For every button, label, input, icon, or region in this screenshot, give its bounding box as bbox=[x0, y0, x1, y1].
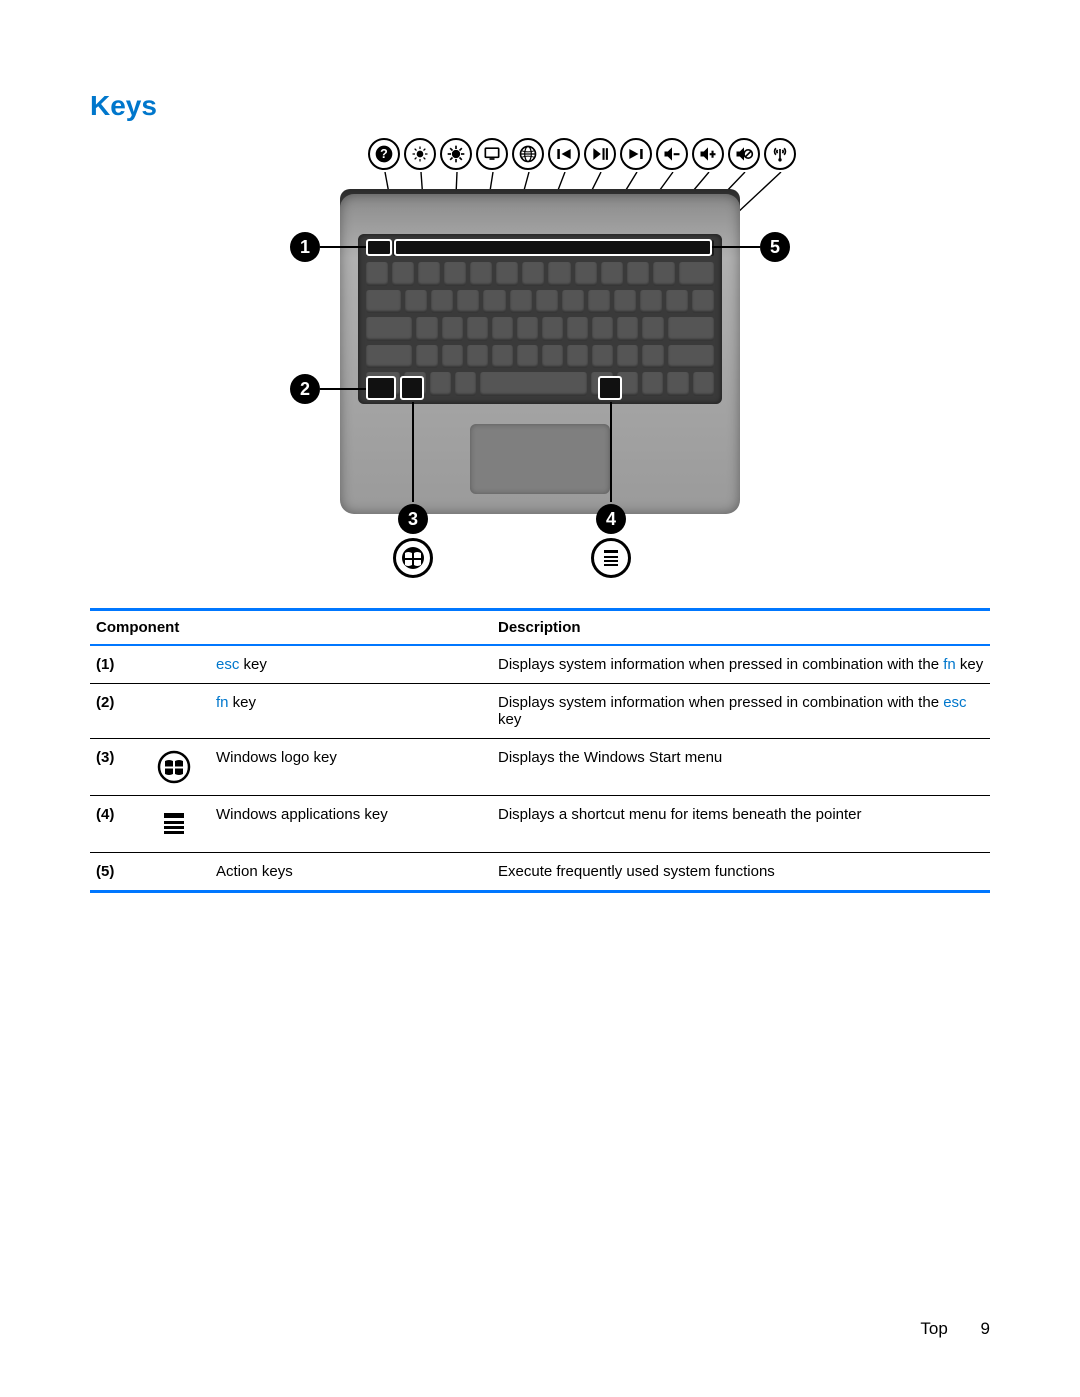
row-number: (2) bbox=[90, 684, 150, 739]
row-number: (4) bbox=[90, 796, 150, 853]
windows-logo-icon bbox=[156, 749, 192, 785]
help-icon: ? bbox=[368, 138, 400, 170]
row-name: Windows applications key bbox=[210, 796, 492, 853]
name-link: fn bbox=[216, 694, 229, 711]
volume-down-icon bbox=[656, 138, 688, 170]
table-row: (4) Windows applications key bbox=[90, 796, 990, 853]
desc-link: esc bbox=[943, 694, 966, 711]
table-header-row: Component Description bbox=[90, 610, 990, 646]
brightness-down-icon bbox=[404, 138, 436, 170]
leader-4 bbox=[610, 402, 612, 502]
footer-section: Top bbox=[920, 1319, 947, 1338]
callout-5: 5 bbox=[760, 232, 790, 262]
row-desc: Execute frequently used system functions bbox=[492, 853, 990, 892]
prev-track-icon bbox=[548, 138, 580, 170]
applications-menu-icon bbox=[156, 806, 192, 842]
name-post: key bbox=[239, 656, 267, 673]
volume-up-icon bbox=[692, 138, 724, 170]
table-row: (1) esc key Displays system information … bbox=[90, 645, 990, 684]
web-icon bbox=[512, 138, 544, 170]
applications-menu-icon bbox=[591, 538, 631, 578]
name-pre: Action keys bbox=[216, 863, 293, 880]
display-switch-icon bbox=[476, 138, 508, 170]
touchpad bbox=[470, 424, 610, 494]
name-link: esc bbox=[216, 656, 239, 673]
callout-2: 2 bbox=[290, 374, 320, 404]
keyboard-figure: ? bbox=[280, 134, 800, 584]
svg-text:?: ? bbox=[380, 147, 388, 161]
row-name: Windows logo key bbox=[210, 739, 492, 796]
footer-page-number: 9 bbox=[981, 1319, 990, 1338]
desc-pre: Displays a shortcut menu for items benea… bbox=[498, 806, 862, 823]
row-icon-cell bbox=[150, 853, 210, 892]
table-row: (3) Windows logo key Displa bbox=[90, 739, 990, 796]
desc-pre: Displays system information when pressed… bbox=[498, 694, 943, 711]
row-desc: Displays a shortcut menu for items benea… bbox=[492, 796, 990, 853]
row-icon-cell bbox=[150, 684, 210, 739]
row-icon-cell bbox=[150, 796, 210, 853]
row-desc: Displays system information when pressed… bbox=[492, 684, 990, 739]
desc-link: fn bbox=[943, 656, 956, 673]
apps-key-highlight bbox=[598, 376, 622, 400]
page-footer: Top 9 bbox=[920, 1319, 990, 1339]
desc-pre: Displays the Windows Start menu bbox=[498, 749, 722, 766]
document-page: Keys ? bbox=[0, 0, 1080, 1397]
leader-1 bbox=[320, 246, 366, 248]
row-desc: Displays the Windows Start menu bbox=[492, 739, 990, 796]
leader-5 bbox=[712, 246, 760, 248]
header-component: Component bbox=[90, 610, 492, 646]
row-name: fn key bbox=[210, 684, 492, 739]
callout-3: 3 bbox=[398, 504, 428, 534]
desc-post: key bbox=[956, 656, 984, 673]
row-icon-cell bbox=[150, 645, 210, 684]
leader-3 bbox=[412, 402, 414, 502]
action-icon-row: ? bbox=[368, 138, 796, 170]
name-pre: Windows applications key bbox=[216, 806, 388, 823]
windows-logo-icon bbox=[393, 538, 433, 578]
esc-key-highlight bbox=[366, 239, 392, 256]
section-heading: Keys bbox=[90, 90, 990, 122]
fn-key-highlight bbox=[366, 376, 396, 400]
row-name: Action keys bbox=[210, 853, 492, 892]
next-track-icon bbox=[620, 138, 652, 170]
table-row: (5) Action keys Execute frequently used … bbox=[90, 853, 990, 892]
name-pre: Windows logo key bbox=[216, 749, 337, 766]
leader-2 bbox=[320, 388, 366, 390]
play-pause-icon bbox=[584, 138, 616, 170]
row-icon-cell bbox=[150, 739, 210, 796]
desc-pre: Execute frequently used system functions bbox=[498, 863, 775, 880]
row-number: (5) bbox=[90, 853, 150, 892]
wireless-icon bbox=[764, 138, 796, 170]
brightness-up-icon bbox=[440, 138, 472, 170]
desc-post: key bbox=[498, 711, 521, 728]
name-post: key bbox=[229, 694, 257, 711]
callout-1: 1 bbox=[290, 232, 320, 262]
header-description: Description bbox=[492, 610, 990, 646]
table-row: (2) fn key Displays system information w… bbox=[90, 684, 990, 739]
component-table: Component Description (1) esc key Displa… bbox=[90, 608, 990, 893]
mute-icon bbox=[728, 138, 760, 170]
callout-4: 4 bbox=[596, 504, 626, 534]
windows-key-highlight bbox=[400, 376, 424, 400]
figure-container: ? bbox=[90, 134, 990, 584]
row-number: (1) bbox=[90, 645, 150, 684]
action-keys-highlight bbox=[394, 239, 712, 256]
row-name: esc key bbox=[210, 645, 492, 684]
row-number: (3) bbox=[90, 739, 150, 796]
row-desc: Displays system information when pressed… bbox=[492, 645, 990, 684]
desc-pre: Displays system information when pressed… bbox=[498, 656, 943, 673]
